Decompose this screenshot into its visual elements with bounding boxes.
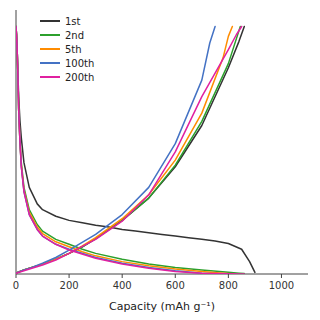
plot-area xyxy=(16,27,255,274)
legend: 1st 2nd 5th 100th 200th xyxy=(40,16,94,83)
line xyxy=(16,27,232,274)
chart: 0 200 400 600 800 1000 Capacity (mAh g⁻¹) 1st 2n… xyxy=(0,0,320,320)
line xyxy=(16,27,244,274)
line xyxy=(16,27,215,274)
legend-swatch xyxy=(40,34,60,36)
line xyxy=(16,27,234,274)
x-tick xyxy=(228,274,229,278)
line xyxy=(16,27,242,274)
line xyxy=(16,27,240,274)
legend-label: 1st xyxy=(65,16,81,27)
x-tick-label: 0 xyxy=(13,280,19,291)
x-axis-label: Capacity (mAh g⁻¹) xyxy=(109,300,215,313)
x-axis xyxy=(16,274,308,275)
x-tick xyxy=(175,274,176,278)
line xyxy=(16,27,255,273)
x-tick-label: 1000 xyxy=(269,280,294,291)
line xyxy=(16,27,218,274)
x-tick xyxy=(16,274,17,278)
x-tick-label: 200 xyxy=(60,280,79,291)
legend-swatch xyxy=(40,62,60,64)
legend-label: 5th xyxy=(65,44,82,55)
y-axis xyxy=(16,10,17,274)
x-tick-label: 600 xyxy=(166,280,185,291)
legend-swatch xyxy=(40,48,60,50)
legend-label: 200th xyxy=(65,72,94,83)
x-tick xyxy=(122,274,123,278)
x-tick-label: 800 xyxy=(219,280,238,291)
legend-label: 100th xyxy=(65,58,94,69)
legend-label: 2nd xyxy=(65,30,84,41)
x-tick xyxy=(281,274,282,278)
x-tick xyxy=(69,274,70,278)
x-tick-label: 400 xyxy=(113,280,132,291)
legend-swatch xyxy=(40,20,60,22)
line xyxy=(16,27,244,274)
line xyxy=(16,27,244,274)
legend-swatch xyxy=(40,76,60,78)
